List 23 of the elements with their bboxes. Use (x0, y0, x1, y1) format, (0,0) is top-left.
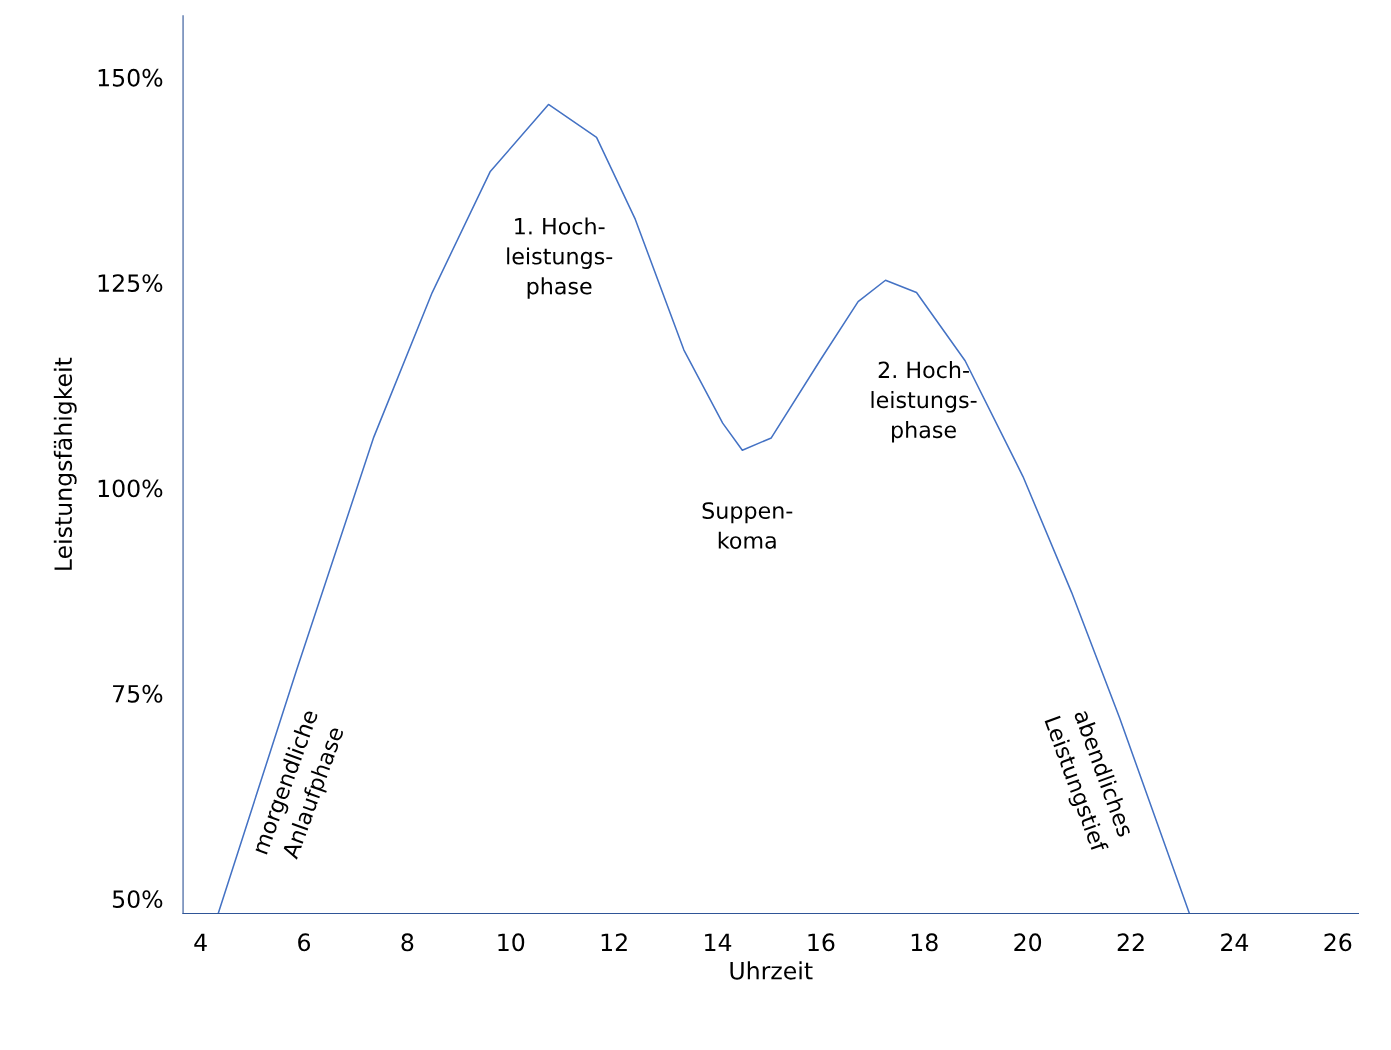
x-tick-label: 22 (1117, 933, 1144, 951)
y-tick-label: 125% (98, 274, 163, 292)
x-tick-label: 10 (498, 933, 525, 952)
y-tick-label: 150% (98, 68, 163, 87)
annotation: Suppen- koma (702, 502, 793, 549)
y-axis-title: Leistungsfähigkeit (53, 357, 77, 570)
line-series (217, 103, 1191, 914)
y-tick-label: 75% (113, 684, 163, 703)
x-tick-label: 6 (298, 933, 311, 952)
x-tick-label: 20 (1014, 933, 1042, 952)
x-tick-label: 14 (705, 933, 732, 951)
x-tick-label: 16 (808, 933, 835, 952)
y-tick-label: 50% (112, 890, 163, 909)
x-tick-label: 12 (601, 933, 627, 951)
y-tick-label: 100% (98, 479, 163, 498)
x-tick-label: 24 (1221, 933, 1249, 951)
x-tick-label: 8 (401, 933, 414, 952)
annotation: 2. Hoch- leistungs- phase (871, 361, 977, 443)
x-tick-label: 4 (194, 933, 207, 951)
x-tick-label: 18 (911, 933, 938, 952)
annotation: 1. Hoch- leistungs- phase (507, 217, 613, 299)
x-axis-title: Uhrzeit (730, 961, 813, 980)
x-tick-label: 26 (1324, 933, 1352, 952)
